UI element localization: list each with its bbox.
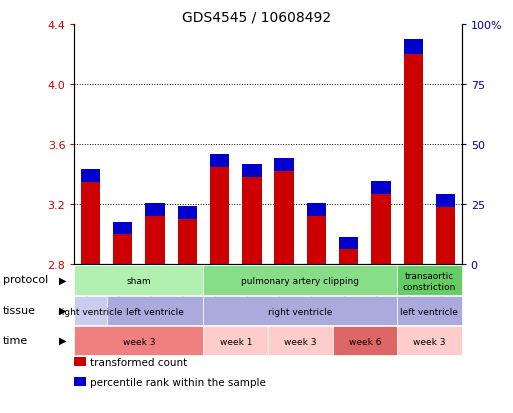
- Text: ▶: ▶: [59, 335, 67, 345]
- Text: transformed count: transformed count: [90, 357, 187, 367]
- Bar: [397, 266, 462, 295]
- Bar: [145, 204, 165, 217]
- Text: week 3: week 3: [123, 337, 155, 346]
- Text: right ventricle: right ventricle: [58, 307, 123, 316]
- Text: left ventricle: left ventricle: [401, 307, 458, 316]
- Bar: [204, 296, 397, 325]
- Bar: [107, 296, 204, 325]
- Text: transaortic
constriction: transaortic constriction: [403, 272, 456, 291]
- Text: week 1: week 1: [220, 337, 252, 346]
- Text: right ventricle: right ventricle: [268, 307, 332, 316]
- Bar: [404, 55, 423, 265]
- Text: week 3: week 3: [284, 337, 317, 346]
- Bar: [397, 296, 462, 325]
- Text: GDS4545 / 10608492: GDS4545 / 10608492: [182, 10, 331, 24]
- Text: tissue: tissue: [3, 305, 35, 315]
- Bar: [177, 207, 197, 220]
- Bar: [113, 235, 132, 265]
- Text: protocol: protocol: [3, 275, 48, 285]
- Bar: [74, 266, 204, 295]
- Bar: [274, 172, 294, 265]
- Text: left ventricle: left ventricle: [126, 307, 184, 316]
- Bar: [371, 181, 391, 194]
- Bar: [436, 208, 455, 265]
- Bar: [204, 266, 397, 295]
- Bar: [113, 222, 132, 235]
- Bar: [177, 220, 197, 265]
- Bar: [274, 159, 294, 172]
- Text: percentile rank within the sample: percentile rank within the sample: [90, 377, 266, 387]
- Bar: [307, 217, 326, 265]
- Text: time: time: [3, 335, 28, 345]
- Bar: [74, 357, 86, 366]
- Bar: [268, 326, 332, 355]
- Text: ▶: ▶: [59, 275, 67, 285]
- Bar: [339, 250, 359, 265]
- Bar: [210, 167, 229, 265]
- Bar: [397, 326, 462, 355]
- Bar: [74, 326, 204, 355]
- Text: ▶: ▶: [59, 305, 67, 315]
- Bar: [74, 296, 107, 325]
- Bar: [242, 178, 262, 265]
- Bar: [332, 326, 397, 355]
- Text: pulmonary artery clipping: pulmonary artery clipping: [241, 277, 359, 286]
- Bar: [204, 326, 268, 355]
- Text: sham: sham: [127, 277, 151, 286]
- Bar: [404, 40, 423, 55]
- Bar: [74, 377, 86, 386]
- Bar: [371, 194, 391, 265]
- Text: week 6: week 6: [349, 337, 381, 346]
- Bar: [145, 217, 165, 265]
- Text: week 3: week 3: [413, 337, 446, 346]
- Bar: [436, 195, 455, 208]
- Bar: [81, 182, 100, 265]
- Bar: [339, 237, 359, 250]
- Bar: [242, 165, 262, 178]
- Bar: [307, 204, 326, 217]
- Bar: [81, 169, 100, 182]
- Bar: [210, 154, 229, 167]
